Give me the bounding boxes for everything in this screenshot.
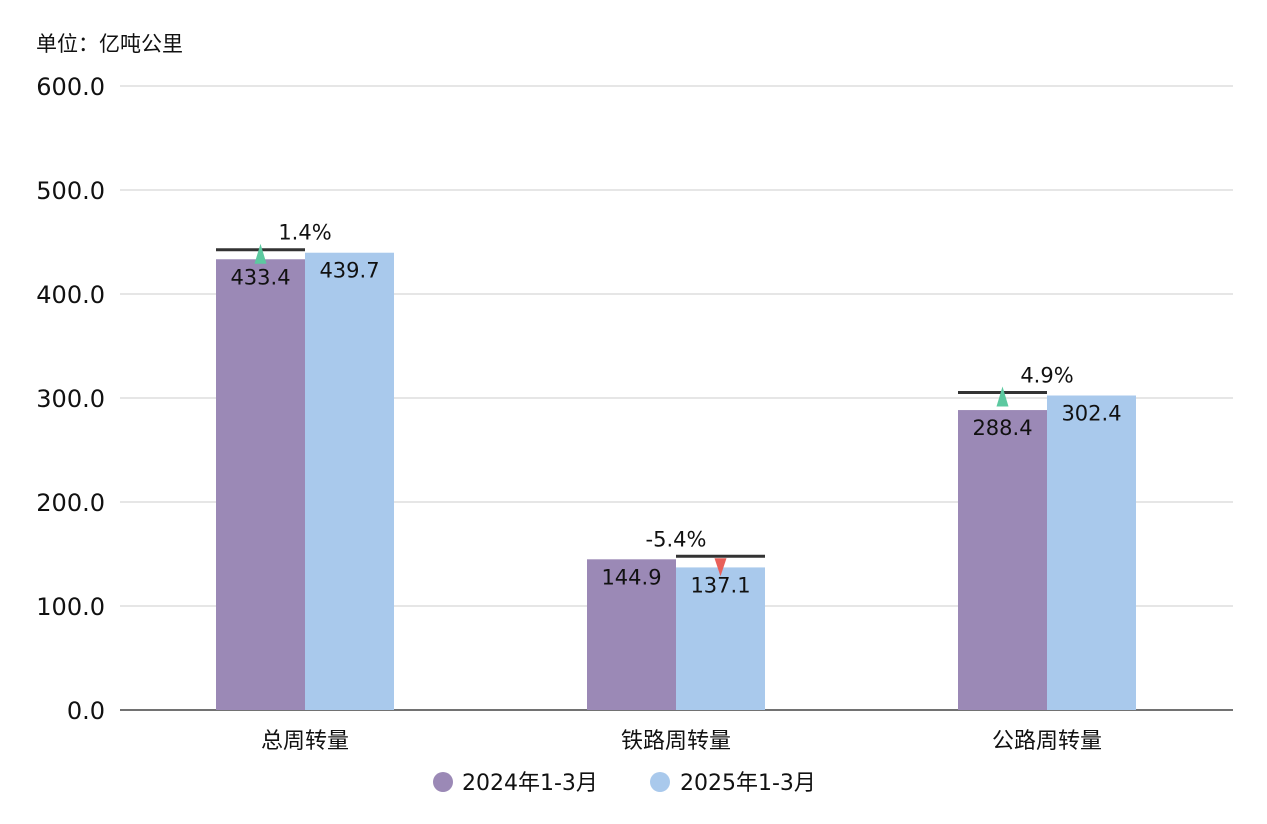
x-axis-ticks: 总周转量 铁路周转量 公路周转量 (261, 729, 1102, 754)
increase-arrow-icon (254, 243, 267, 264)
bar-2024 (216, 259, 305, 710)
value-label-2024: 288.4 (972, 416, 1032, 440)
bars-layer (216, 252, 1136, 710)
category-label: 总周转量 (261, 729, 349, 754)
value-label-2024: 433.4 (230, 265, 290, 289)
value-label-2025: 439.7 (319, 259, 379, 283)
bar-2024 (958, 410, 1047, 710)
unit-label: 单位：亿吨公里 (36, 32, 183, 56)
value-label-2025: 137.1 (690, 573, 750, 597)
value-label-2024: 144.9 (601, 565, 661, 589)
bar-2025 (1047, 395, 1136, 710)
bar-2025 (305, 252, 394, 710)
category-label: 公路周转量 (992, 729, 1102, 754)
change-label: -5.4% (646, 527, 707, 551)
y-axis-ticks: 0.0 100.0 200.0 300.0 400.0 500.0 600.0 (36, 73, 105, 725)
legend-marker (650, 772, 670, 792)
y-tick-label: 100.0 (36, 593, 105, 621)
y-tick-label: 400.0 (36, 281, 105, 309)
y-tick-label: 500.0 (36, 177, 105, 205)
bar-2025 (676, 567, 765, 710)
legend-marker (433, 772, 453, 792)
legend-label: 2025年1-3月 (680, 771, 816, 796)
legend: 2024年1-3月 2025年1-3月 (433, 771, 816, 796)
y-tick-label: 300.0 (36, 385, 105, 413)
decrease-arrow-icon (714, 558, 727, 577)
increase-arrow-icon (996, 386, 1009, 407)
value-label-2025: 302.4 (1061, 402, 1121, 426)
category-label: 铁路周转量 (621, 729, 731, 754)
legend-label: 2024年1-3月 (462, 771, 598, 796)
y-tick-label: 200.0 (36, 489, 105, 517)
change-label: 4.9% (1020, 364, 1073, 388)
y-tick-label: 600.0 (36, 73, 105, 101)
labels-layer: 433.4 439.7 1.4% 144.9 137.1 -5.4% 288.4 302.4 4… (216, 221, 1122, 597)
y-tick-label: 0.0 (67, 697, 105, 725)
change-label: 1.4% (278, 221, 331, 245)
bar-2024 (587, 559, 676, 710)
